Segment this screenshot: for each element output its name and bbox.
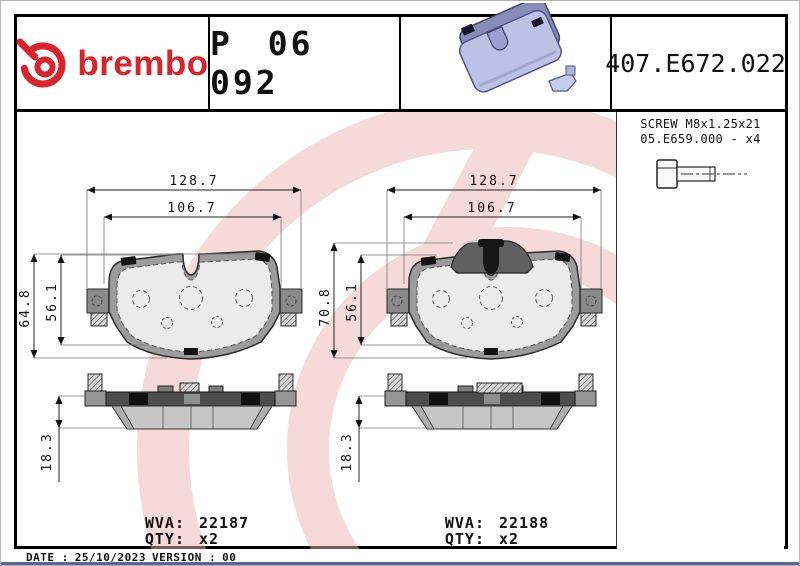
screw-spec-panel: SCREW M8x1.25x21 05.E659.000 - x4 <box>616 112 784 549</box>
left-pad-dimension-lines <box>30 186 301 482</box>
dim-height-inner-right: 56.1 <box>345 282 360 321</box>
screw-spec: SCREW M8x1.25x21 <box>640 117 761 131</box>
version-value: 00 <box>222 551 237 564</box>
footer-date-line: DATE : 25/10/2023 VERSION : 00 <box>26 551 242 564</box>
screw-icon <box>655 159 747 189</box>
part-number: P 06 092 <box>210 24 314 102</box>
version-label: VERSION : <box>151 551 217 564</box>
qty-value-right: x2 <box>499 530 519 548</box>
dim-height-inner-left: 56.1 <box>45 282 60 321</box>
wva-label-right: WVA: <box>445 514 485 532</box>
date-label: DATE : <box>26 551 69 564</box>
catalog-code-cell: 407.E672.022 <box>605 17 786 109</box>
dim-width-outer-right: 128.7 <box>469 174 518 189</box>
dim-thickness-right: 18.3 <box>340 432 355 471</box>
brembo-logo-icon <box>16 38 66 88</box>
dim-width-outer-left: 128.7 <box>169 174 218 189</box>
right-pad-drawing: 128.7 106.7 70.8 56.1 18.3 WVA: 22188 QT… <box>318 174 603 548</box>
brand-cell: brembo <box>16 17 208 109</box>
wva-value-left: 22187 <box>199 514 249 532</box>
wva-value-right: 22188 <box>499 514 549 532</box>
qty-label-left: QTY: <box>145 530 185 548</box>
page-bottom-edge <box>1 562 799 565</box>
screw-code: 05.E659.000 - x4 <box>640 132 761 146</box>
dim-thickness-left: 18.3 <box>40 432 55 471</box>
part-number-cell: P 06 092 <box>208 17 399 109</box>
dim-width-inner-right: 106.7 <box>467 201 516 216</box>
brake-pad-drawings: 128.7 106.7 64.8 56.1 18.3 WVA: 22187 QT… <box>18 174 603 548</box>
brake-pad-3d-illustration <box>458 3 577 93</box>
document-frame: brembo P 06 092 <box>14 3 788 549</box>
content-row: 128.7 106.7 64.8 56.1 18.3 WVA: 22187 QT… <box>17 112 785 549</box>
date-value: 25/10/2023 <box>74 551 146 564</box>
technical-drawing-area: 128.7 106.7 64.8 56.1 18.3 WVA: 22187 QT… <box>17 112 616 549</box>
dim-height-outer-right: 70.8 <box>318 287 333 326</box>
qty-label-right: QTY: <box>445 530 485 548</box>
dim-height-outer-left: 64.8 <box>18 288 33 327</box>
qty-value-left: x2 <box>199 530 219 548</box>
pad-photo-cell <box>399 3 610 109</box>
header-row: brembo P 06 092 <box>16 3 786 112</box>
dim-width-inner-left: 106.7 <box>167 201 216 216</box>
brembo-logo: brembo <box>16 36 208 90</box>
brembo-wordmark: brembo <box>77 43 209 83</box>
left-pad-drawing: 128.7 106.7 64.8 56.1 18.3 WVA: 22187 QT… <box>18 174 303 548</box>
catalog-code: 407.E672.022 <box>605 48 786 78</box>
